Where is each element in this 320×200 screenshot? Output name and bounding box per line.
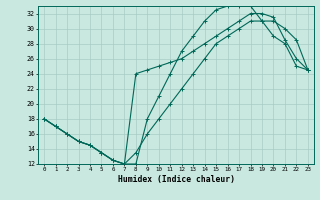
X-axis label: Humidex (Indice chaleur): Humidex (Indice chaleur): [117, 175, 235, 184]
